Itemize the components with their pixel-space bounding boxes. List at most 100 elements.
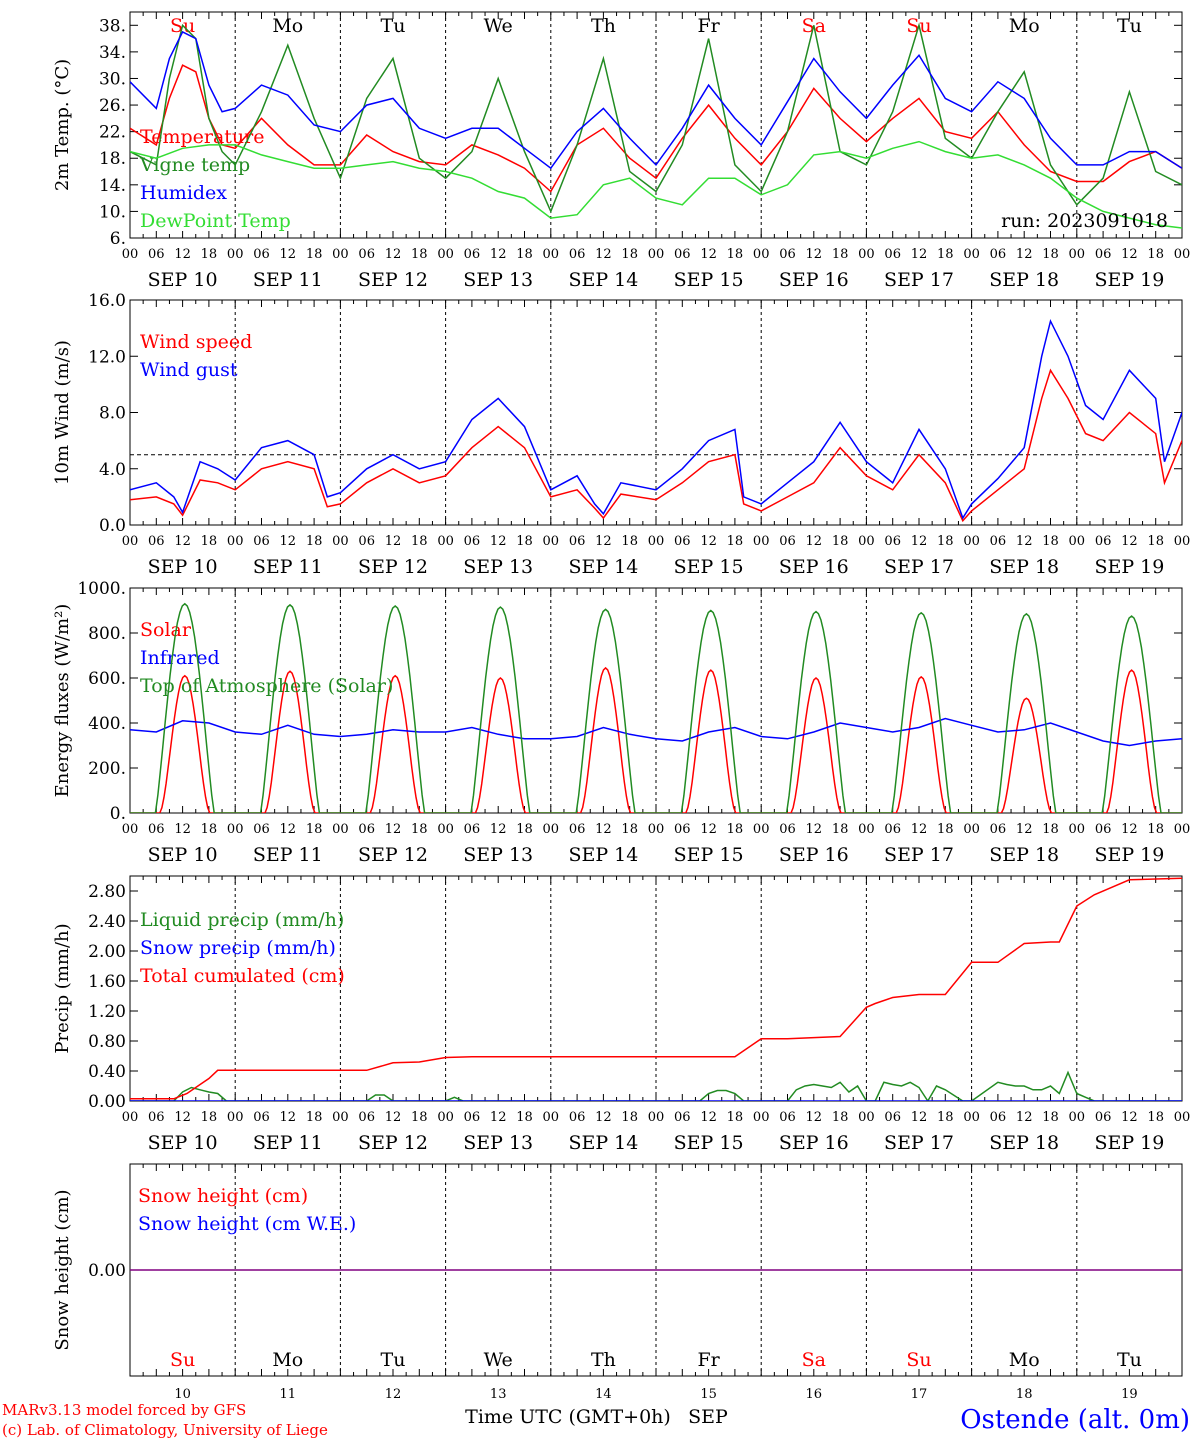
station-name: Ostende (alt. 0m) [960, 1405, 1190, 1435]
hour-tick-label: 06 [464, 1110, 481, 1125]
panel-5: 0.00 Snow height (cm) Su Mo Tu We Th Fr Sa Su Mo Tu… [52, 1163, 1183, 1402]
hour-tick-label: 00 [1174, 534, 1191, 549]
legend-entry: Snow height (cm) [138, 1185, 308, 1207]
date-label: SEP 11 [253, 1132, 323, 1154]
hour-tick-label: 12 [1016, 1110, 1033, 1125]
date-label: SEP 16 [779, 556, 849, 578]
day-name-label: Sa [802, 1349, 826, 1371]
hour-tick-label: 18 [937, 1110, 954, 1125]
hour-tick-label: 06 [779, 534, 796, 549]
day-number-label: 13 [490, 1387, 507, 1402]
day-name-label: Tu [1117, 15, 1142, 37]
hour-tick-label: 18 [727, 822, 744, 837]
hour-tick-label: 00 [1069, 1110, 1086, 1125]
hour-tick-label: 18 [832, 822, 849, 837]
y-tick-label: 0.80 [88, 1032, 126, 1052]
legend-entry: Snow height (cm W.E.) [138, 1213, 356, 1235]
legend-entry: Temperature [140, 126, 264, 148]
date-label: SEP 12 [358, 556, 428, 578]
date-label: SEP 13 [463, 1132, 533, 1154]
hour-tick-label: 18 [621, 247, 638, 262]
hour-tick-label: 06 [569, 822, 586, 837]
hour-tick-label: 18 [727, 247, 744, 262]
y-tick-label: 1.60 [88, 972, 126, 992]
y-tick-label: 2.80 [88, 882, 126, 902]
hour-tick-label: 06 [569, 1110, 586, 1125]
day-number-label: 12 [385, 1387, 402, 1402]
hour-tick-label: 00 [1069, 534, 1086, 549]
y-tick-label: 400. [88, 714, 126, 734]
y-tick-label: 16.0 [88, 291, 126, 311]
date-label: SEP 16 [779, 269, 849, 291]
hour-tick-label: 18 [937, 822, 954, 837]
hour-tick-label: 06 [1095, 247, 1112, 262]
hour-tick-label: 18 [411, 1110, 428, 1125]
series-line-wind-gust [130, 318, 1182, 520]
panel-3: 0. 200. 400. 600. 800. 1000.Energy fluxes (W/… [52, 579, 1190, 866]
hour-tick-label: 00 [648, 1110, 665, 1125]
hour-tick-label: 00 [122, 534, 139, 549]
y-axis-title: 2m Temp. (°C) [52, 59, 73, 191]
hour-tick-label: 18 [621, 822, 638, 837]
hour-tick-label: 00 [648, 822, 665, 837]
hour-tick-label: 00 [543, 247, 560, 262]
hour-tick-label: 00 [858, 247, 875, 262]
y-tick-label: 26. [99, 96, 126, 116]
hour-tick-label: 00 [753, 247, 770, 262]
hour-tick-label: 00 [437, 247, 454, 262]
date-label: SEP 19 [1094, 556, 1164, 578]
date-label: SEP 17 [884, 844, 954, 866]
date-label: SEP 15 [674, 556, 744, 578]
day-name-label: Mo [272, 1349, 303, 1371]
hour-tick-label: 06 [464, 822, 481, 837]
legend-entry: Top of Atmosphere (Solar) [140, 675, 393, 697]
hour-tick-label: 12 [911, 534, 928, 549]
hour-tick-label: 12 [490, 247, 507, 262]
hour-tick-label: 06 [569, 534, 586, 549]
hour-tick-label: 18 [1042, 247, 1059, 262]
hour-tick-label: 18 [516, 822, 533, 837]
hour-tick-label: 18 [727, 1110, 744, 1125]
y-tick-label: 1000. [77, 579, 126, 599]
day-name-label: Mo [1009, 1349, 1040, 1371]
hour-tick-label: 00 [858, 822, 875, 837]
day-name-label: We [484, 1349, 513, 1371]
hour-tick-label: 18 [832, 534, 849, 549]
day-name-label: Tu [381, 15, 406, 37]
hour-tick-label: 12 [1121, 534, 1138, 549]
hour-tick-label: 06 [253, 822, 270, 837]
date-label: SEP 14 [568, 844, 638, 866]
date-label: SEP 12 [358, 269, 428, 291]
y-axis-title: 10m Wind (m/s) [52, 340, 73, 485]
credit-line-2: (c) Lab. of Climatology, University of L… [2, 1421, 328, 1439]
hour-tick-label: 12 [806, 534, 823, 549]
day-name-label: Th [591, 15, 616, 37]
date-label: SEP 18 [989, 844, 1059, 866]
panel-4: 0.00 0.40 0.80 1.20 1.60 2.00 2.40 2.80 Precip (… [52, 875, 1190, 1154]
hour-tick-label: 18 [727, 534, 744, 549]
y-tick-label: 6. [110, 229, 126, 249]
y-tick-label: 0.40 [88, 1062, 126, 1082]
date-label: SEP 10 [148, 556, 218, 578]
hour-tick-label: 18 [516, 534, 533, 549]
hour-tick-label: 06 [779, 247, 796, 262]
date-label: SEP 14 [568, 269, 638, 291]
hour-tick-label: 06 [674, 1110, 691, 1125]
hour-tick-label: 12 [280, 247, 297, 262]
date-label: SEP 17 [884, 556, 954, 578]
day-name-label: Tu [381, 1349, 406, 1371]
hour-tick-label: 06 [779, 822, 796, 837]
y-tick-label: 0. [110, 804, 126, 824]
date-label: SEP 14 [568, 556, 638, 578]
day-name-label: Mo [1009, 15, 1040, 37]
series-line-liquid-precip-mm-h [130, 1070, 1182, 1101]
hour-tick-label: 06 [779, 1110, 796, 1125]
day-name-label: Fr [697, 1349, 720, 1371]
date-label: SEP 17 [884, 269, 954, 291]
hour-tick-label: 18 [516, 247, 533, 262]
hour-tick-label: 06 [1095, 822, 1112, 837]
hour-tick-label: 06 [358, 534, 375, 549]
date-label: SEP 18 [989, 269, 1059, 291]
hour-tick-label: 06 [358, 247, 375, 262]
